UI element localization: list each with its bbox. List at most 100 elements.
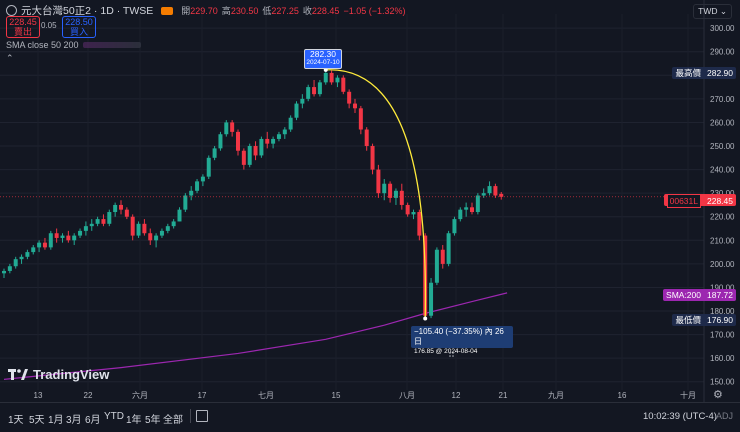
ohlc-change: −1.05 (−1.32%) [343, 5, 406, 16]
candle-body [323, 72, 328, 83]
candle-body [165, 226, 170, 231]
candle-body [130, 216, 135, 236]
y-tick-label: 190.00 [710, 283, 735, 292]
candle-body [417, 212, 422, 236]
y-tick-label: 240.00 [710, 166, 735, 175]
low-price-label: 最低價 176.90 [672, 314, 736, 326]
range-5y-button[interactable]: 5年 [145, 415, 161, 426]
range-1d-button[interactable]: 1天 [8, 415, 24, 426]
candle-body [499, 193, 504, 197]
range-6m-button[interactable]: 6月 [85, 415, 101, 426]
candle-body [411, 212, 416, 215]
trough-text: 176.85 @ 2024-08-04 [414, 348, 478, 355]
candle-body [288, 117, 293, 130]
candle-body [312, 87, 317, 95]
candle-body [271, 138, 276, 144]
annotation-handle [452, 352, 454, 354]
price-chart[interactable]: 150.00160.00170.00180.00190.00200.00210.… [0, 0, 740, 402]
candle-body [376, 169, 381, 194]
candle-body [54, 233, 59, 238]
candle-body [119, 204, 123, 210]
y-tick-label: 250.00 [710, 142, 735, 151]
range-1y-button[interactable]: 1年 [126, 415, 142, 426]
sma-value-faded [82, 42, 141, 48]
candle-body [206, 157, 211, 177]
last-price-label: 00631L 228.45 [663, 194, 736, 208]
candle-body [335, 77, 340, 83]
candle-body [200, 176, 205, 182]
ohlc-open: 開229.70 [181, 6, 218, 16]
drawdown-text: −105.40 (−37.35%) 內 26日 [414, 327, 504, 346]
sma-price-label: SMA:200 187.72 [663, 289, 736, 301]
candle-body [358, 108, 363, 130]
candle-body [31, 247, 36, 253]
candle-body [48, 233, 53, 248]
candle-body [236, 131, 240, 151]
peak-annotation[interactable]: 282.30 2024-07-10 [304, 49, 342, 69]
candle-body [440, 249, 445, 264]
x-tick-label: 13 [34, 391, 43, 400]
x-tick-label: 七月 [258, 391, 274, 400]
sell-label: 賣出 [13, 27, 32, 37]
peak-date: 2024-07-10 [306, 58, 340, 66]
candle-body [183, 195, 188, 210]
adj-button[interactable]: ADJ [716, 411, 734, 421]
y-tick-label: 150.00 [710, 378, 735, 387]
candle-body [78, 230, 83, 236]
chevron-down-icon: ⌄ [719, 6, 727, 16]
range-ytd-button[interactable]: YTD [104, 411, 124, 422]
candle-body [434, 249, 439, 283]
candle-body [66, 235, 71, 241]
ohlc-low: 低227.25 [262, 6, 299, 16]
range-1m-button[interactable]: 1月 [48, 415, 64, 426]
tradingview-logo[interactable]: TradingView [8, 367, 109, 382]
symbol-logo-icon [6, 5, 17, 16]
x-tick-label: 十月 [680, 390, 696, 400]
candle-body [154, 235, 159, 241]
x-tick-label: 17 [198, 391, 207, 400]
market-closed-badge [161, 6, 174, 15]
candle-body [2, 270, 6, 274]
candle-body [300, 98, 305, 104]
candle-body [393, 190, 398, 198]
x-tick-label: 12 [452, 391, 461, 400]
candle-body [7, 266, 12, 271]
candle-body [60, 235, 65, 238]
range-all-button[interactable]: 全部 [163, 415, 183, 426]
peak-value: 282.30 [310, 49, 336, 59]
buy-button[interactable]: 228.50 買入 [62, 16, 96, 38]
symbol-title[interactable]: 元大台灣50正2 · 1D · TWSE [21, 5, 154, 17]
range-3m-button[interactable]: 3月 [66, 415, 82, 426]
range-5d-button[interactable]: 5天 [29, 415, 45, 426]
candle-body [189, 190, 194, 196]
candle-body [481, 193, 486, 196]
candle-body [388, 183, 393, 198]
candle-body [458, 209, 463, 220]
drawdown-annotation[interactable]: −105.40 (−37.35%) 內 26日 176.85 @ 2024-08… [411, 326, 513, 355]
x-tick-label: 22 [84, 391, 93, 400]
candle-body [399, 190, 404, 205]
candle-body [265, 138, 270, 144]
collapse-legend-icon[interactable]: ⌃ [6, 53, 14, 63]
candle-body [259, 138, 264, 156]
candle-body [195, 181, 200, 191]
y-tick-label: 210.00 [710, 236, 735, 245]
currency-selector[interactable]: TWD ⌄ [693, 4, 732, 19]
sell-button[interactable]: 228.45 賣出 [6, 16, 40, 38]
candle-body [294, 103, 299, 118]
calendar-icon[interactable] [196, 410, 208, 422]
candle-body [370, 146, 375, 170]
y-tick-label: 170.00 [710, 331, 735, 340]
candle-body [142, 223, 147, 234]
gear-icon[interactable]: ⚙ [713, 389, 723, 401]
brand-text: TradingView [33, 367, 110, 382]
toolbar-divider [190, 409, 191, 423]
candle-body [113, 204, 118, 213]
candle-body [276, 134, 281, 139]
bottom-toolbar: 1天 5天 1月 3月 6月 YTD 1年 5年 全部 10:02:39 (UT… [0, 402, 740, 432]
sma-legend[interactable]: SMA close 50 200 [6, 40, 141, 50]
clock-time[interactable]: 10:02:39 (UTC-4) [643, 411, 717, 422]
x-tick-label: 15 [332, 391, 341, 400]
candle-body [446, 233, 451, 264]
trough-point [423, 316, 428, 321]
